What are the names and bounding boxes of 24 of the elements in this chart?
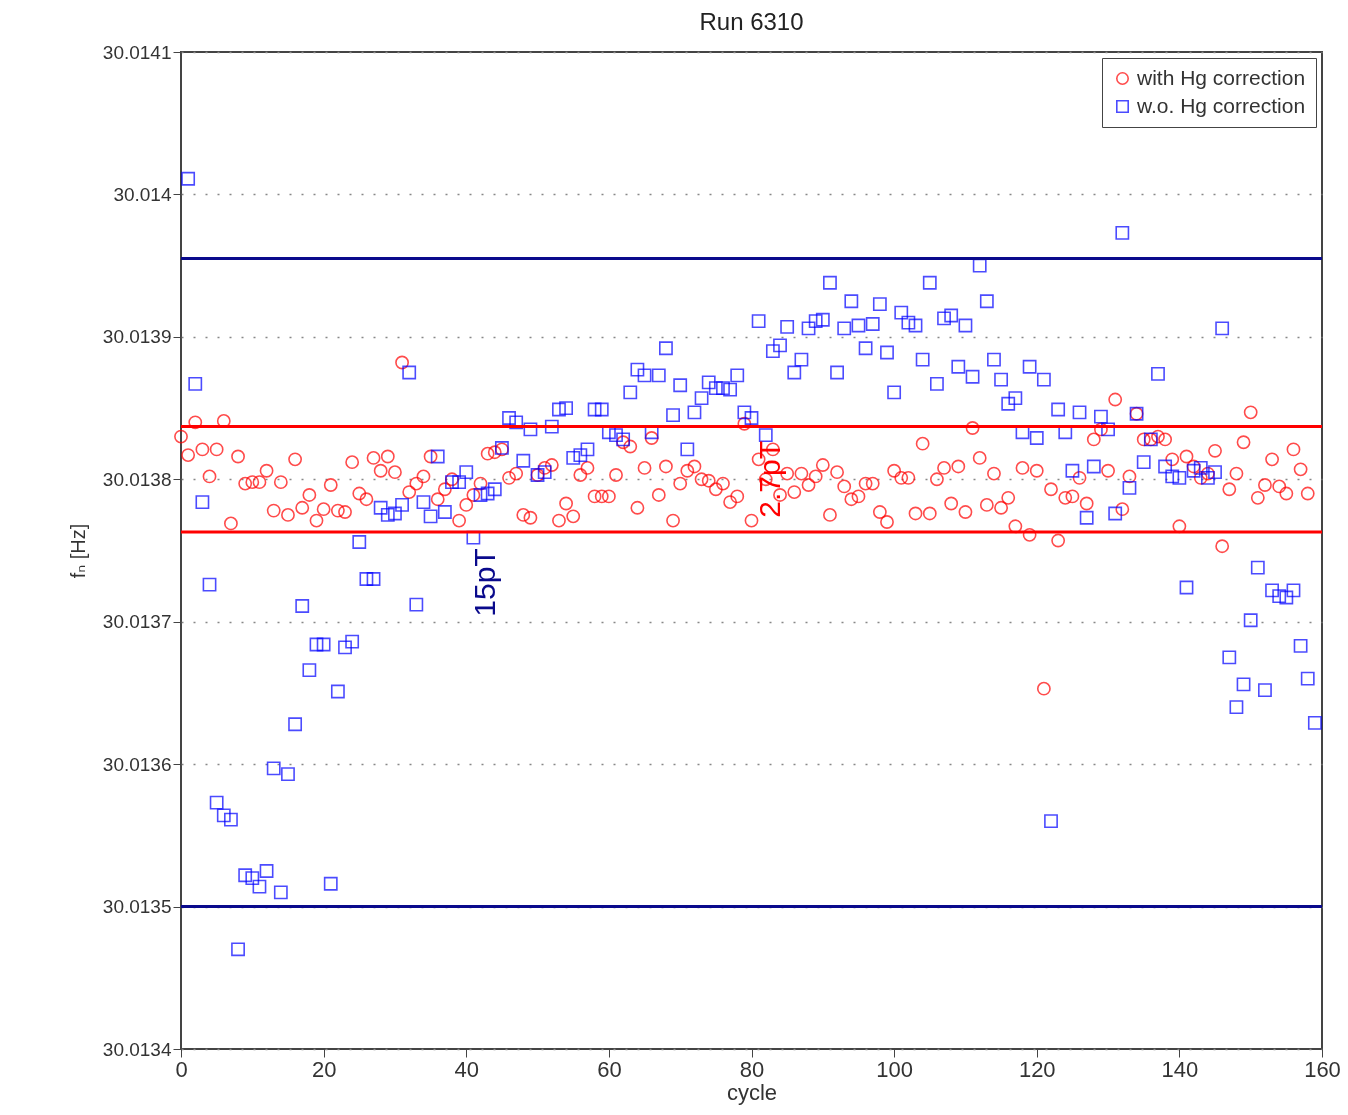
chart-title: Run 6310 xyxy=(699,8,804,35)
x-tick-label: 100 xyxy=(876,1056,913,1082)
x-tick-label: 20 xyxy=(311,1056,337,1082)
x-tick-label: 120 xyxy=(1018,1056,1056,1082)
x-tick-label: 40 xyxy=(454,1056,479,1082)
legend-label: with Hg correction xyxy=(1136,65,1306,89)
x-tick-label: 60 xyxy=(597,1056,622,1082)
y-tick-label: 30.0137 xyxy=(102,611,172,633)
x-tick-label: 80 xyxy=(739,1056,765,1082)
y-tick-label: 30.0139 xyxy=(102,326,172,348)
legend-label: w.o. Hg correction xyxy=(1136,93,1306,117)
y-tick-label: 30.0138 xyxy=(102,468,172,490)
y-tick-label: 30.0141 xyxy=(102,41,172,63)
x-tick-label: 140 xyxy=(1161,1056,1199,1082)
annotation: 2.7pT xyxy=(753,440,787,518)
y-tick-label: 30.0136 xyxy=(102,753,172,775)
x-axis-title: cycle xyxy=(726,1079,778,1105)
x-tick-label: 160 xyxy=(1304,1056,1341,1082)
y-tick-label: 30.014 xyxy=(113,183,172,205)
y-tick-label: 30.0135 xyxy=(102,896,172,918)
y-axis-title: fₙ [Hz] xyxy=(66,523,89,579)
annotation: 15pT xyxy=(467,548,501,617)
x-tick-label: 0 xyxy=(175,1056,188,1082)
y-tick-label: 30.0134 xyxy=(102,1038,172,1060)
